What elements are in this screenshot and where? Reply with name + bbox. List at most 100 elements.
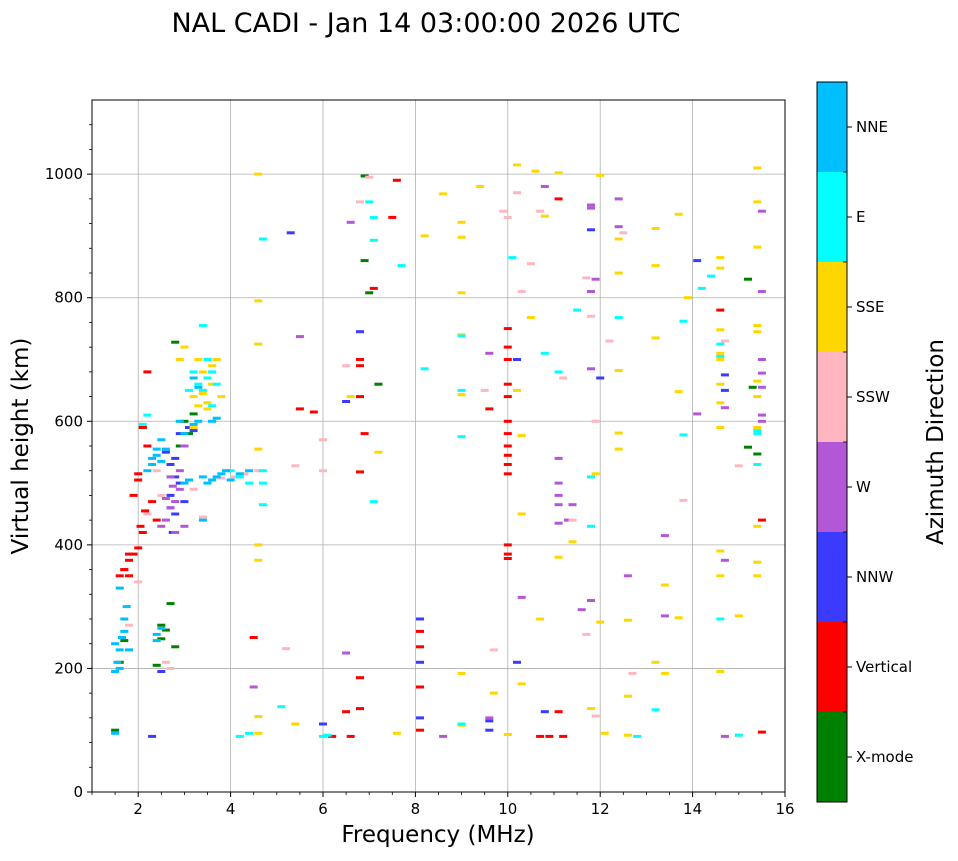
data-point	[587, 599, 595, 602]
data-point	[545, 734, 554, 738]
data-point	[152, 518, 161, 522]
data-point	[619, 231, 628, 235]
data-point	[212, 416, 221, 420]
data-point	[720, 373, 729, 377]
series-nne	[111, 376, 254, 735]
y-tick-label: 1000	[45, 165, 83, 183]
data-point	[674, 616, 683, 620]
data-point	[587, 367, 595, 371]
data-point	[614, 369, 623, 373]
data-point	[734, 614, 743, 618]
x-axis-ticks: 2 4 6 8 10 12 14 16	[91, 792, 795, 818]
colorbar: X-mode Vertical NNW W SSW SSE E NNE	[816, 81, 913, 803]
colorbar-swatch	[817, 262, 847, 352]
data-point	[716, 308, 725, 312]
data-point	[605, 339, 614, 343]
data-point	[143, 370, 152, 374]
data-point	[554, 481, 563, 485]
data-point	[744, 277, 752, 281]
data-point	[716, 358, 725, 361]
data-point	[536, 209, 545, 213]
data-point	[420, 234, 429, 238]
data-point	[198, 392, 207, 395]
series-vertical	[115, 178, 766, 738]
data-point	[503, 327, 512, 331]
data-point	[517, 595, 526, 599]
data-point	[180, 432, 189, 436]
data-point	[614, 316, 623, 319]
data-point	[369, 238, 378, 242]
data-point	[356, 707, 364, 711]
data-point	[374, 450, 383, 454]
data-point	[342, 651, 351, 655]
data-point	[198, 324, 207, 327]
data-point	[499, 209, 508, 213]
data-point	[166, 666, 175, 670]
data-point	[707, 274, 716, 278]
data-point	[716, 266, 725, 270]
data-point	[716, 382, 725, 386]
data-point	[291, 722, 300, 726]
data-point	[171, 645, 180, 649]
data-point	[559, 734, 568, 738]
data-point	[346, 220, 355, 224]
y-axis-label: Virtual height (km)	[8, 338, 34, 555]
data-point	[138, 422, 147, 426]
data-point	[226, 469, 235, 473]
data-point	[536, 734, 545, 738]
data-point	[720, 558, 729, 562]
data-point	[125, 623, 133, 627]
data-point	[134, 546, 143, 550]
data-point	[175, 481, 184, 485]
data-point	[185, 478, 193, 482]
data-point	[587, 707, 595, 711]
data-point	[753, 324, 762, 327]
data-point	[716, 342, 725, 346]
data-point	[503, 472, 512, 476]
data-point	[388, 215, 397, 219]
data-point	[596, 173, 605, 177]
data-point	[258, 469, 267, 473]
series-nnw	[148, 228, 729, 738]
x-tick-label: 14	[683, 800, 702, 818]
data-point	[319, 722, 327, 726]
data-point	[249, 685, 258, 689]
data-point	[189, 426, 198, 429]
data-point	[356, 358, 364, 361]
data-point	[115, 574, 124, 578]
data-point	[136, 524, 145, 528]
data-point	[360, 259, 369, 263]
data-point	[485, 716, 494, 720]
colorbar-label: Azimuth Direction	[923, 339, 949, 545]
data-point	[716, 574, 725, 578]
data-point	[235, 475, 244, 479]
data-point	[254, 342, 263, 346]
data-point	[753, 426, 762, 429]
data-point	[254, 731, 263, 735]
data-point	[171, 475, 180, 479]
data-point	[189, 487, 198, 491]
data-point	[503, 733, 512, 736]
data-point	[161, 628, 170, 632]
data-point	[684, 296, 692, 300]
data-point	[217, 476, 226, 480]
data-point	[489, 691, 498, 695]
data-point	[554, 555, 563, 559]
data-point	[416, 645, 424, 649]
data-point	[356, 330, 364, 334]
data-point	[554, 370, 563, 374]
data-point	[194, 382, 203, 386]
data-point	[194, 385, 203, 389]
data-point	[660, 534, 669, 538]
data-point	[157, 626, 166, 630]
data-point	[503, 552, 512, 556]
data-point	[365, 175, 374, 179]
colorbar-category-label: NNW	[856, 568, 893, 586]
data-point	[757, 413, 766, 417]
data-point	[129, 552, 138, 556]
data-point	[540, 185, 549, 188]
data-point	[503, 419, 512, 423]
data-point	[249, 636, 258, 639]
data-point	[503, 453, 512, 457]
